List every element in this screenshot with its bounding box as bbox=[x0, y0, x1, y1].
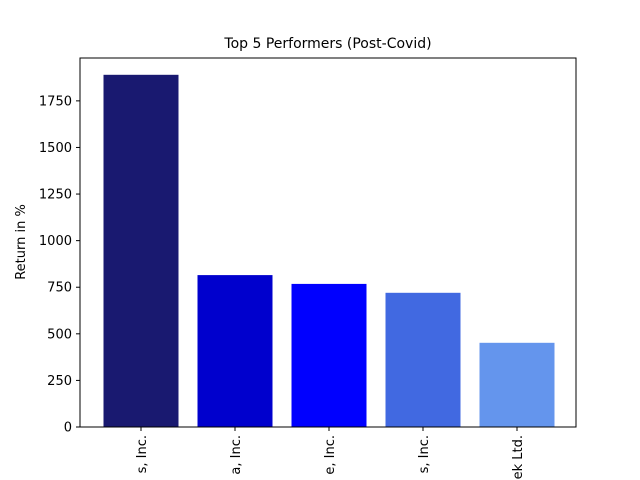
x-axis-ticks: s, Inc. a, Inc. e, Inc. s, Inc. ek Ltd. bbox=[135, 427, 526, 479]
y-tick-label: 0 bbox=[64, 421, 72, 436]
chart-title: Top 5 Performers (Post-Covid) bbox=[223, 36, 431, 52]
y-tick-label: 1750 bbox=[39, 94, 72, 109]
bar-5 bbox=[479, 342, 555, 427]
y-tick-label: 500 bbox=[47, 327, 72, 342]
y-tick-label: 1250 bbox=[39, 188, 72, 203]
y-tick-label: 250 bbox=[47, 374, 72, 389]
y-tick-label: 1000 bbox=[39, 234, 72, 249]
x-tick-label: a, Inc. bbox=[229, 435, 244, 475]
y-tick-label: 1500 bbox=[39, 141, 72, 156]
bar-2 bbox=[197, 275, 273, 427]
x-tick-label: s, Inc. bbox=[417, 435, 432, 473]
plot-frame bbox=[79, 57, 577, 428]
bar-3 bbox=[291, 283, 367, 427]
x-tick-label: e, Inc. bbox=[323, 435, 338, 475]
x-tick-label: ek Ltd. bbox=[511, 435, 526, 479]
bars-group bbox=[103, 74, 555, 428]
y-tick-label: 750 bbox=[47, 281, 72, 296]
y-axis-label: Return in % bbox=[14, 204, 29, 280]
x-tick-label: s, Inc. bbox=[135, 435, 150, 473]
bar-4 bbox=[385, 292, 461, 427]
bar-1 bbox=[103, 74, 179, 428]
y-axis-ticks: 0 250 500 750 1000 1250 1500 1750 bbox=[39, 94, 80, 436]
